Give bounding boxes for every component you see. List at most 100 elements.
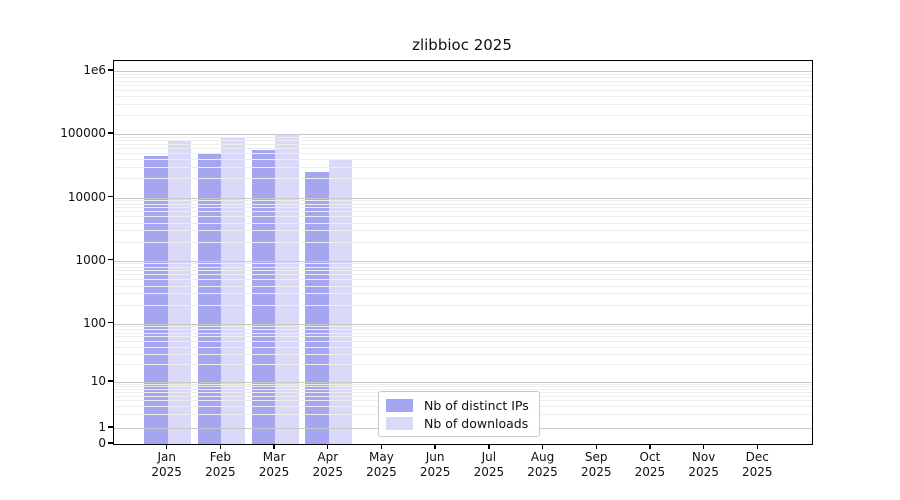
y-gridline-minor <box>114 178 812 180</box>
y-gridline-major <box>114 134 812 135</box>
y-gridline-minor <box>114 230 812 232</box>
y-gridline-minor <box>114 167 812 169</box>
y-tick-mark <box>108 132 113 134</box>
y-gridline-minor <box>114 207 812 209</box>
y-gridline-minor <box>114 103 812 105</box>
y-gridline-minor <box>114 153 812 155</box>
y-tick-mark <box>108 321 113 324</box>
y-tick-mark <box>108 195 113 198</box>
x-tick-year: 2025 <box>205 465 236 479</box>
x-tick-year: 2025 <box>473 465 505 479</box>
y-gridline-minor <box>114 216 812 218</box>
y-gridline-minor <box>114 285 812 287</box>
x-tick-year: 2025 <box>580 465 612 479</box>
bar-mar-downloads <box>275 133 299 444</box>
x-tick-month: Jun <box>425 450 445 464</box>
plot-area <box>113 60 813 445</box>
x-tick-label-nov: Nov 2025 <box>676 450 732 480</box>
x-tick-month: Jul <box>481 450 497 464</box>
legend-swatch-distinct-ips <box>386 398 413 412</box>
y-gridline-minor <box>114 384 812 386</box>
x-tick-month: Mar <box>262 450 286 464</box>
y-tick-mark <box>108 380 113 382</box>
y-gridline-minor <box>114 346 812 348</box>
x-tick-month: Aug <box>530 450 555 464</box>
x-tick-label-feb: Feb 2025 <box>192 450 248 480</box>
y-gridline-minor <box>114 143 812 145</box>
x-tick-mark <box>541 444 544 450</box>
y-tick-label-1000: 1000 <box>75 252 106 267</box>
y-gridline-minor <box>114 354 812 356</box>
y-gridline-minor <box>114 304 812 306</box>
y-tick-label-10000: 10000 <box>67 189 106 204</box>
x-tick-year: 2025 <box>366 465 397 479</box>
y-tick-mark <box>108 442 113 444</box>
x-tick-mark <box>327 444 329 450</box>
x-tick-year: 2025 <box>312 465 344 479</box>
x-tick-mark <box>702 444 705 450</box>
x-tick-year: 2025 <box>742 465 773 479</box>
x-tick-label-dec: Dec 2025 <box>729 450 785 480</box>
y-gridline-minor <box>114 222 812 224</box>
y-gridline-minor <box>114 266 812 268</box>
x-tick-month: Nov <box>691 450 716 464</box>
y-gridline-minor <box>114 326 812 328</box>
bar-feb-distinct-ips <box>197 154 222 444</box>
y-gridline-major <box>114 260 812 262</box>
y-gridline-minor <box>114 293 812 295</box>
y-gridline-minor <box>114 279 812 281</box>
y-gridline-minor <box>114 159 812 161</box>
x-tick-mark <box>649 444 651 450</box>
bar-apr-distinct-ips <box>305 171 329 444</box>
x-tick-year: 2025 <box>527 465 558 479</box>
y-gridline-minor <box>114 84 812 86</box>
x-tick-label-jul: Jul 2025 <box>461 450 517 480</box>
legend-label-downloads: Nb of downloads <box>424 415 529 431</box>
y-gridline-major <box>114 323 812 325</box>
x-tick-year: 2025 <box>634 465 666 479</box>
y-gridline-minor <box>114 341 812 343</box>
y-gridline-minor <box>114 73 812 75</box>
x-tick-year: 2025 <box>258 465 290 479</box>
y-gridline-minor <box>114 211 812 213</box>
y-gridline-minor <box>114 89 812 91</box>
x-tick-month: Dec <box>745 450 769 464</box>
legend-swatch-downloads <box>386 416 413 430</box>
x-tick-label-oct: Oct 2025 <box>622 450 678 480</box>
y-gridline-minor <box>114 136 812 138</box>
x-tick-year: 2025 <box>688 465 719 479</box>
bar-jan-distinct-ips <box>144 156 168 444</box>
legend-row: Nb of distinct IPs <box>386 397 539 413</box>
x-tick-month: Oct <box>639 450 661 464</box>
x-tick-mark <box>165 444 168 450</box>
y-tick-mark <box>108 258 113 261</box>
x-tick-label-jun: Jun 2025 <box>407 450 463 480</box>
y-gridline-minor <box>114 274 812 276</box>
x-tick-month: May <box>369 450 394 464</box>
y-gridline-minor <box>114 80 812 82</box>
bar-apr-downloads <box>328 158 353 444</box>
y-gridline-minor <box>114 336 812 338</box>
y-tick-label-10: 10 <box>90 374 106 388</box>
x-tick-mark <box>273 444 275 450</box>
x-tick-mark <box>380 444 383 450</box>
legend: Nb of distinct IPs Nb of downloads <box>378 391 540 437</box>
x-tick-mark <box>488 444 490 450</box>
y-tick-label-1: 1 <box>98 420 106 434</box>
x-tick-month: Apr <box>317 450 339 464</box>
y-gridline-minor <box>114 96 812 98</box>
y-gridline-minor <box>114 115 812 117</box>
y-gridline-minor <box>114 140 812 142</box>
x-tick-month: Feb <box>209 450 231 464</box>
legend-label-distinct-ips: Nb of distinct IPs <box>424 397 529 413</box>
y-gridline-major <box>114 71 812 72</box>
x-tick-label-mar: Mar 2025 <box>246 450 302 480</box>
x-tick-mark <box>434 444 436 450</box>
x-tick-label-may: May 2025 <box>353 450 409 480</box>
x-tick-month: Jan <box>157 450 176 464</box>
y-gridline-minor <box>114 389 812 391</box>
y-gridline-minor <box>114 329 812 331</box>
x-tick-label-apr: Apr 2025 <box>300 450 356 480</box>
x-tick-mark <box>219 444 222 450</box>
x-tick-year: 2025 <box>151 465 182 479</box>
